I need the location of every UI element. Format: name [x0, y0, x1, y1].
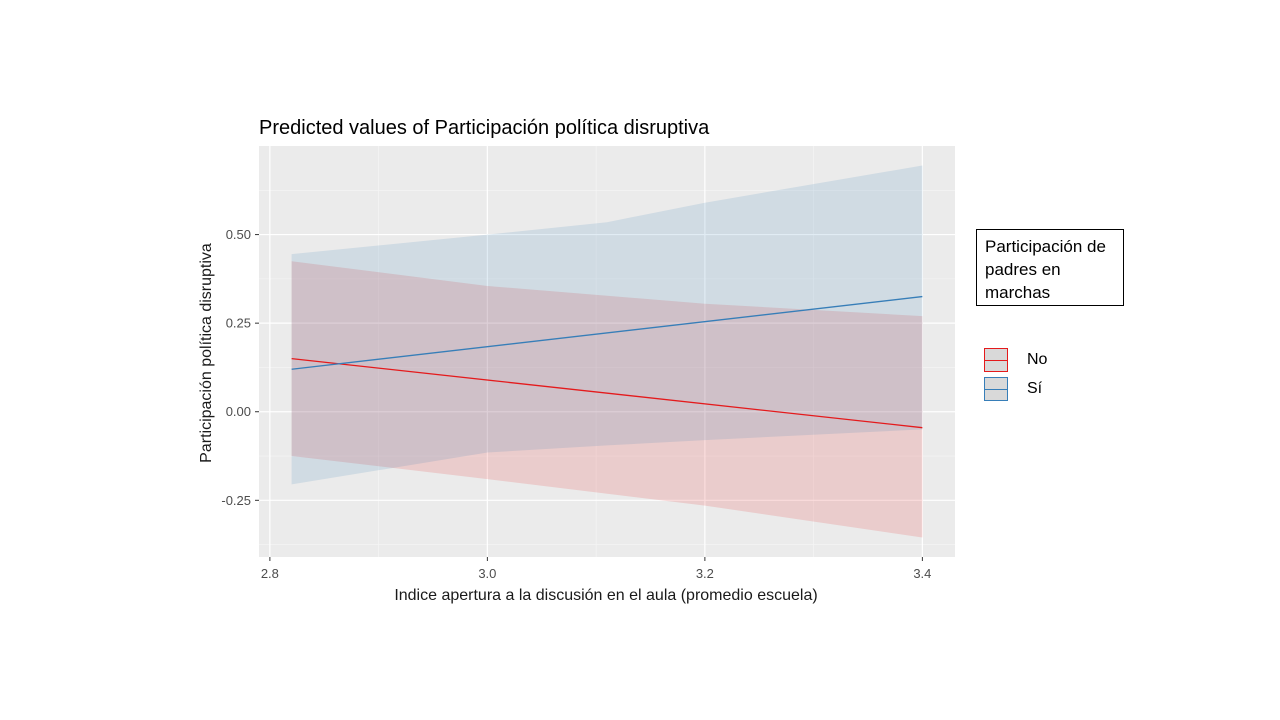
y-tick-label: 0.00 — [226, 404, 251, 419]
x-axis-title: Indice apertura a la discusión en el aul… — [394, 587, 817, 604]
prediction-line-no — [291, 357, 923, 429]
x-tick-label: 3.0 — [478, 566, 496, 581]
confidence-band-si — [291, 165, 923, 485]
prediction-line-si — [291, 295, 923, 370]
legend-label-si: Sí — [1027, 380, 1043, 397]
x-tick-label: 3.2 — [696, 566, 714, 581]
confidence-band-no — [291, 261, 923, 538]
legend-key-si — [984, 377, 1008, 401]
x-tick-label: 3.4 — [913, 566, 931, 581]
y-tick-label: 0.50 — [226, 227, 251, 242]
y-axis-title: Participación política disruptiva — [198, 243, 215, 463]
chart-title: Predicted values of Participación políti… — [259, 117, 710, 139]
legend-item-si: Sí — [984, 377, 1042, 401]
legend-title: Participación de padres en marchas — [976, 229, 1124, 306]
plot-background — [259, 146, 955, 557]
legend-key-no — [984, 348, 1008, 372]
plot-area: 2.8 3.0 3.2 3.4 -0.25 0.00 0.25 0.50 — [221, 146, 955, 581]
legend-item-no: No — [984, 348, 1047, 372]
legend-label-no: No — [1027, 351, 1048, 368]
x-tick-label: 2.8 — [261, 566, 279, 581]
y-tick-label: -0.25 — [221, 493, 251, 508]
y-tick-label: 0.25 — [226, 316, 251, 331]
